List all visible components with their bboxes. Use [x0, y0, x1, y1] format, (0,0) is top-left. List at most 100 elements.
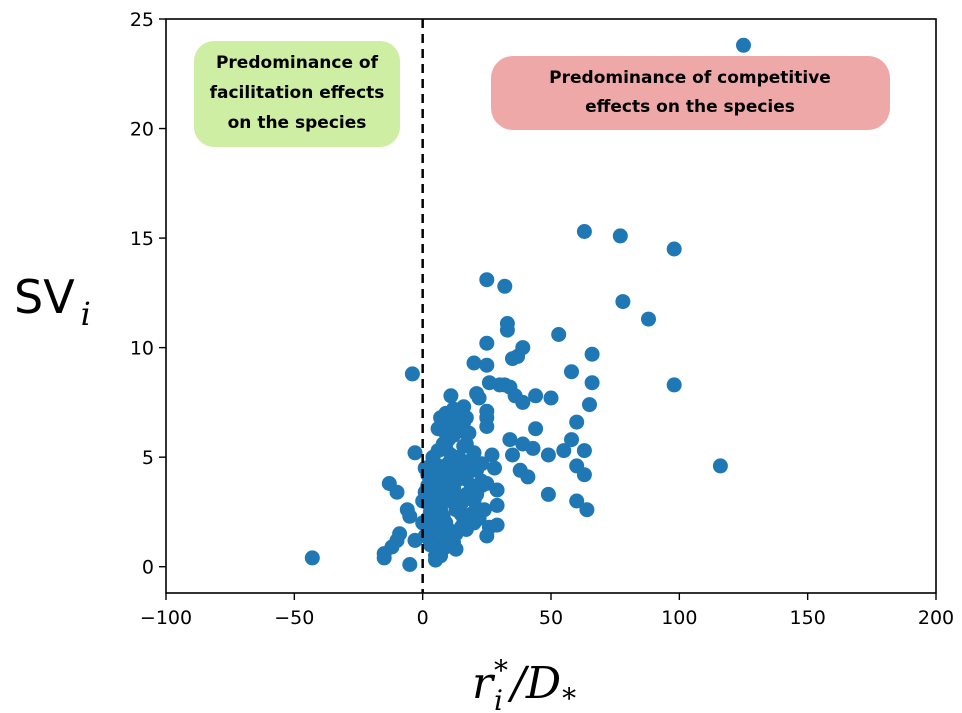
data-point — [579, 502, 595, 518]
data-point — [402, 557, 418, 572]
data-point — [515, 394, 531, 410]
data-point — [463, 506, 479, 522]
data-point — [479, 357, 495, 373]
facilitation-annotation: Predominance of facilitation effects on … — [194, 41, 400, 147]
data-point — [451, 449, 467, 465]
x-axis-label-star-subscript: * — [562, 682, 576, 713]
x-axis-label-i: i — [494, 684, 503, 713]
data-point — [425, 500, 441, 516]
data-point — [569, 493, 585, 509]
data-point — [576, 224, 592, 239]
data-point — [497, 278, 513, 294]
data-point — [666, 241, 682, 257]
data-point — [479, 335, 495, 351]
x-tick-label: 50 — [539, 607, 563, 629]
data-point — [487, 460, 502, 476]
data-point — [551, 327, 567, 342]
data-point — [407, 445, 423, 461]
facilitation-line-3: on the species — [228, 113, 367, 133]
data-point — [304, 550, 320, 566]
data-point — [466, 355, 482, 371]
competitive-line-2: effects on the species — [585, 97, 795, 117]
facilitation-line-2: facilitation effects — [210, 83, 385, 103]
data-point — [458, 486, 474, 502]
x-tick-label: 200 — [918, 607, 954, 629]
data-point — [402, 508, 418, 524]
data-point — [525, 440, 541, 456]
data-point — [492, 377, 508, 393]
data-points — [304, 37, 751, 572]
y-tick-label: 10 — [130, 338, 154, 360]
y-axis-label-main: SV — [14, 270, 75, 324]
data-point — [489, 482, 505, 498]
y-tick-label: 0 — [142, 557, 154, 579]
competitive-box — [491, 56, 890, 130]
x-axis-label-r: r — [472, 658, 496, 709]
data-point — [540, 486, 556, 502]
x-axis-label-slash-d: /D — [507, 658, 561, 709]
data-point — [564, 432, 579, 448]
data-point — [505, 351, 520, 367]
data-point — [484, 447, 500, 463]
data-point — [440, 473, 456, 489]
data-point — [433, 410, 449, 426]
y-tick-label: 5 — [142, 447, 154, 469]
x-tick-label: −100 — [140, 607, 192, 629]
data-point — [461, 425, 477, 441]
x-tick-label: 150 — [790, 607, 826, 629]
x-axis-ticks: −100 −50 0 50 100 150 200 — [140, 593, 954, 629]
data-point — [453, 519, 469, 535]
data-point — [389, 484, 405, 500]
data-point — [576, 443, 592, 459]
x-axis-label-star: * — [494, 654, 508, 687]
facilitation-line-1: Predominance of — [216, 53, 379, 73]
y-axis-label: SV i — [14, 270, 91, 333]
y-axis-label-subscript: i — [81, 295, 91, 333]
y-axis-ticks: 0 5 10 15 20 25 — [130, 9, 166, 579]
data-point — [582, 397, 597, 413]
data-point — [556, 443, 572, 459]
data-point — [641, 311, 656, 327]
data-point — [528, 421, 544, 437]
x-tick-label: 100 — [661, 607, 697, 629]
data-point — [666, 377, 682, 393]
data-point — [584, 346, 600, 362]
y-tick-label: 25 — [130, 9, 154, 31]
data-point — [376, 550, 392, 566]
data-point — [499, 322, 515, 338]
data-point — [435, 491, 451, 507]
data-point — [569, 414, 585, 430]
data-point — [474, 456, 490, 472]
data-point — [505, 447, 520, 463]
x-tick-label: −50 — [274, 607, 314, 629]
data-point — [528, 388, 544, 404]
data-point — [479, 528, 495, 544]
data-point — [479, 272, 495, 288]
data-point — [736, 37, 751, 53]
data-point — [420, 522, 436, 537]
y-tick-label: 15 — [130, 228, 154, 250]
x-tick-label: 0 — [417, 607, 429, 629]
data-point — [446, 401, 461, 417]
data-point — [520, 469, 536, 485]
data-point — [576, 467, 592, 483]
data-point — [712, 458, 728, 474]
data-point — [443, 388, 459, 404]
facilitation-box — [194, 41, 400, 147]
data-point — [543, 390, 559, 406]
data-point — [615, 294, 631, 310]
data-point — [564, 364, 579, 380]
y-tick-label: 20 — [130, 119, 154, 141]
data-point — [479, 419, 495, 434]
data-point — [502, 432, 518, 448]
data-point — [540, 447, 556, 463]
competitive-line-1: Predominance of competitive — [549, 68, 831, 88]
data-point — [404, 366, 420, 382]
data-point — [489, 497, 505, 513]
data-point — [471, 390, 487, 406]
competitive-annotation: Predominance of competitive effects on t… — [491, 56, 890, 130]
data-point — [612, 228, 628, 244]
x-axis-label: r* i/D* — [472, 654, 576, 713]
data-point — [584, 375, 600, 391]
